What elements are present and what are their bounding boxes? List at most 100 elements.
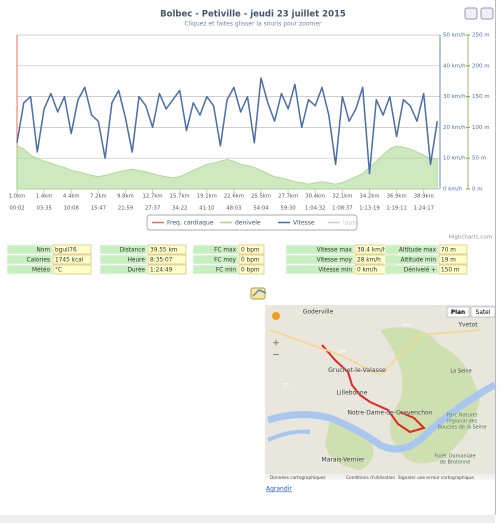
stat-value: °C <box>55 268 62 274</box>
map-label: Marais-Vernier <box>322 457 365 464</box>
stat-value: 8:35:07 <box>150 258 173 264</box>
y-tick-label: 0 km/h <box>443 187 463 193</box>
map-link[interactable]: Agrandir <box>266 486 292 493</box>
stat-value: 1:24:49 <box>150 268 173 274</box>
stat-label: Calories <box>27 258 50 264</box>
stat-value-cell <box>438 244 468 255</box>
map-footer: Données cartographiques <box>270 474 326 481</box>
map-label: E44 <box>404 323 413 329</box>
map-label: E44 <box>338 349 347 355</box>
legend-label[interactable]: Freq. cardiaque <box>167 220 214 227</box>
map[interactable]: + − Plan Satel Goderville Yvetot Gruchet-le-… <box>265 305 497 493</box>
stat-value: 150 m <box>441 268 460 274</box>
stat-value-cell <box>52 264 92 275</box>
stat-label-cell <box>6 264 53 275</box>
stat-label-cell <box>99 244 148 255</box>
legend-label[interactable]: denivele <box>235 220 261 227</box>
stat-value: 0 bpm <box>241 258 260 264</box>
y-tick-label: 40 km/h <box>443 63 466 69</box>
stat-value-cell <box>438 264 468 275</box>
x-tick-label: 22.6km <box>224 194 244 200</box>
x-tick-label-time: 03:35 <box>36 206 51 212</box>
x-tick-label: 4.4km <box>63 194 80 200</box>
stat-label: Météo <box>32 267 50 274</box>
map-label: La Seine <box>450 369 471 375</box>
area <box>16 145 438 190</box>
scrollbar-bottom <box>0 515 495 523</box>
map-label: E5 <box>283 383 289 389</box>
x-tick-label: 27.7km <box>278 194 298 200</box>
stat-value-cell <box>52 244 92 255</box>
map-type-label[interactable]: Satel <box>476 310 491 316</box>
stat-label: FC moy <box>214 258 236 264</box>
stat-label-cell <box>384 244 439 255</box>
map-footer[interactable]: Conditions d'utilisation <box>346 475 395 481</box>
stat-label: Vitesse moy <box>317 258 353 264</box>
x-tick-label-time: 48:03 <box>226 206 241 212</box>
x-tick-label-time: 1:13:19 <box>359 206 379 212</box>
map-type-button[interactable] <box>470 306 496 318</box>
x-tick-label: 1.0km <box>9 194 26 200</box>
y2-tick-label: 150 m <box>472 94 490 100</box>
stat-value-cell <box>147 244 187 255</box>
legend-label[interactable]: Vitesse <box>293 220 315 227</box>
stat-value-cell <box>438 254 468 265</box>
zoom-out[interactable]: − <box>272 351 280 361</box>
stat-label-cell <box>99 254 148 265</box>
legend-box <box>146 214 358 231</box>
river <box>267 429 311 442</box>
x-tick-label-time: 54:04 <box>253 206 269 212</box>
stat-label-cell <box>384 254 439 265</box>
map-label: Goderville <box>303 309 334 316</box>
stat-label-cell <box>192 264 239 275</box>
map-type-button[interactable] <box>446 306 470 318</box>
x-tick-label: 38.9km <box>414 194 434 200</box>
route <box>321 344 426 434</box>
chart-subtitle: Cliquez et faites glisser la souris pour… <box>185 21 323 28</box>
stat-label-cell <box>285 244 355 255</box>
x-tick-label-time: 21:59 <box>118 206 133 212</box>
x-tick-label-time: 15:47 <box>91 206 106 212</box>
export-button[interactable] <box>480 7 494 20</box>
map-label: Notre-Dame-de-Gravenchon <box>348 410 433 417</box>
pegman[interactable] <box>272 312 280 320</box>
x-tick-label: 30.4km <box>305 194 325 200</box>
x-tick-label: 32.1km <box>332 194 352 200</box>
stat-label-cell <box>285 254 355 265</box>
x-tick-label-time: 10:08 <box>64 206 80 212</box>
map-footer[interactable]: Signaler une erreur cartographique <box>398 475 474 481</box>
x-tick-label-time: 41:10 <box>199 206 215 212</box>
x-tick-label-time: 34:22 <box>172 206 187 212</box>
map-icon[interactable] <box>250 287 267 300</box>
zoom-in[interactable]: + <box>272 339 280 349</box>
y-tick-label: 10 km/h <box>443 156 466 162</box>
x-tick-label: 34.2km <box>359 194 379 200</box>
stat-value: 0 km/h <box>357 268 377 274</box>
y2-tick-label: 100 m <box>472 125 490 131</box>
y2-tick-label: 0 m <box>472 187 483 193</box>
map-type-label[interactable]: Plan <box>451 310 465 316</box>
map-label: régional des <box>447 418 478 425</box>
stat-label-cell <box>192 244 239 255</box>
x-tick-label-time: 1:04:32 <box>305 206 325 212</box>
x-tick-label: 25.5km <box>251 194 271 200</box>
x-tick-label-time: 1:19:11 <box>386 206 406 212</box>
stat-label-cell <box>6 244 53 255</box>
y-tick-label: 50 km/h <box>443 33 466 39</box>
stat-label: FC max <box>214 248 236 254</box>
stat-label: Heure <box>128 258 146 264</box>
map-label: Yvetot <box>457 322 478 329</box>
chart-title: Bolbec - Petiville - jeudi 23 juillet 20… <box>160 10 346 20</box>
print-button[interactable] <box>464 7 478 20</box>
x-tick-label: 12.7km <box>143 194 163 200</box>
x-tick-label-time: 27:37 <box>145 206 160 212</box>
stat-value: bguil76 <box>55 248 77 254</box>
stat-value-cell <box>238 254 265 265</box>
stat-label: Altitude max <box>399 248 437 254</box>
x-tick-label: 7.2km <box>90 194 107 200</box>
stat-value: 38.4 km/h <box>357 248 387 254</box>
map-label: Parc Naturel <box>447 413 477 419</box>
stats-table: Nom bguil76 Calories 1745 kcal Météo °C Distan… <box>6 244 468 275</box>
legend-label[interactable]: lapss <box>343 220 358 227</box>
